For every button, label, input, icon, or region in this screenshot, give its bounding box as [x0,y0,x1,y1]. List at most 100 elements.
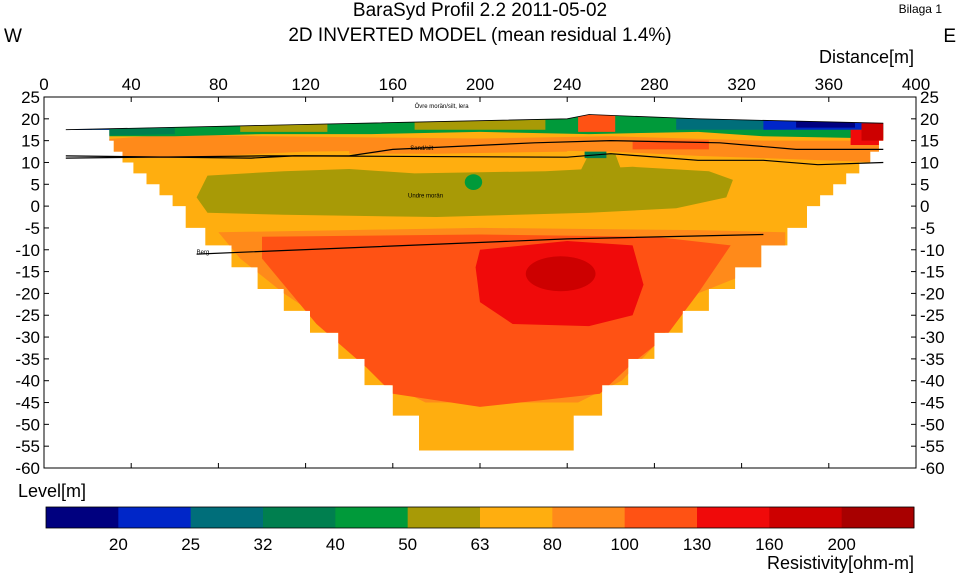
annotation-3: Berg [197,250,210,256]
x-tick-label: 40 [122,75,141,94]
y-tick-label-left: -10 [15,241,40,260]
y-tick-label-right: -40 [920,372,945,391]
model-fill [65,114,884,451]
y-tick-label-left: -35 [15,350,40,369]
zone-130-sand [632,140,709,150]
y-tick-label-left: -45 [15,394,40,413]
y-tick-label-right: 5 [920,175,929,194]
x-tick-label: 160 [379,75,407,94]
x-tick-label: 400 [902,75,930,94]
y-tick-label-left: -50 [15,415,40,434]
colorbar-tick-label: 63 [471,535,490,554]
x-tick-label: 280 [640,75,668,94]
x-axis-label: Distance[m] [818,47,914,67]
y-tick-label-right: -10 [920,241,945,260]
y-tick-label-right: -55 [920,437,945,456]
zone-20-top-left [74,129,92,141]
y-tick-label-right: -20 [920,284,945,303]
colorbar-swatch [624,507,698,528]
colorbar-tick-label: 25 [181,535,200,554]
colorbar-label: Resistivity[ohm-m] [766,553,914,573]
zone-200 [525,256,596,292]
x-tick-label: 240 [553,75,581,94]
colorbar-tick-label: 100 [610,535,638,554]
y-tick-label-right: -15 [920,263,945,282]
colorbar-tick-label: 32 [254,535,273,554]
y-tick-label-right: 20 [920,110,939,129]
chart-subtitle: 2D INVERTED MODEL (mean residual 1.4%) [288,25,672,46]
y-tick-label-left: -5 [25,219,40,238]
colorbar-swatch [263,507,336,528]
y-tick-label-left: -55 [15,437,40,456]
y-tick-label-right: -30 [920,328,945,347]
y-tick-label-right: -60 [920,459,945,478]
colorbar: 20 25 32 40 50 63 80 100 130 160 200 [45,506,915,554]
appendix-label: Bilaga 1 [898,2,942,16]
y-tick-label-left: 25 [21,88,40,107]
annotation-0: Övre morän/silt, lera [415,103,470,110]
colorbar-tick-label: 20 [109,535,128,554]
y-tick-label-left: -60 [15,459,40,478]
layer-annotations: Övre morän/silt, lera Sand/silt Undre morä… [197,103,470,256]
colorbar-swatch [552,507,626,528]
y-tick-label-right: -25 [920,306,945,325]
colorbar-tick-label: 50 [398,535,417,554]
x-tick-label: 80 [209,75,228,94]
y-axis-label: Level[m] [18,481,87,501]
layer-boundaries [65,114,884,255]
x-tick-label: 0 [39,75,48,94]
zone-63-top-b [414,119,546,130]
zone-50-patch [464,174,483,190]
y-tick-label-right: 15 [920,132,939,151]
y-tick-label-right: -5 [920,219,935,238]
colorbar-tick-label: 200 [827,535,855,554]
y-tick-label-right: 0 [920,197,929,216]
zone-25-top-left [65,127,110,145]
colorbar-swatch [480,507,553,528]
chart-title: BaraSyd Profil 2.2 2011-05-02 [352,0,608,21]
y-tick-label-right: 25 [920,88,939,107]
annotation-2: Undre morän [408,193,443,199]
y-tick-label-right: 10 [920,153,939,172]
boundary-lower [65,153,884,166]
colorbar-swatch [335,507,409,528]
inverted-model [65,114,884,451]
y-tick-label-left: -40 [15,372,40,391]
y-tick-label-left: 15 [21,132,40,151]
zone-63-patch [580,153,622,180]
colorbar-frame [45,506,915,529]
x-tick-label: 360 [815,75,843,94]
colorbar-swatch [190,507,264,528]
colorbar-tick-label: 40 [326,535,345,554]
zone-130-top [578,114,616,132]
y-tick-label-left: 0 [31,197,40,216]
zone-20-top-right [796,121,855,128]
colorbar-swatch [407,507,481,528]
colorbar-tick-label: 160 [755,535,783,554]
y-tick-label-left: 5 [31,175,40,194]
x-tick-label: 200 [466,75,494,94]
y-tick-label-left: -20 [15,284,40,303]
x-tick-label: 120 [291,75,319,94]
x-tick-label: 320 [727,75,755,94]
y-tick-label-left: -30 [15,328,40,347]
colorbar-swatch [118,507,192,528]
colorbar-tick-label: 80 [543,535,562,554]
boundary-bedrock [196,233,764,255]
y-tick-label-right: -45 [920,394,945,413]
east-label: E [943,26,956,47]
annotation-1: Sand/silt [410,146,433,152]
zone-32-top [676,118,786,130]
y-tick-label-left: 20 [21,110,40,129]
y-tick-label-left: -25 [15,306,40,325]
y-tick-label-right: -50 [920,415,945,434]
colorbar-tick-label: 130 [683,535,711,554]
boundary-surface [65,114,884,131]
y-tick-label-left: -15 [15,263,40,282]
zone-63-lower-till [196,166,733,217]
zone-200-right [861,123,884,141]
colorbar-swatch [769,507,843,528]
colorbar-swatch [841,507,915,528]
